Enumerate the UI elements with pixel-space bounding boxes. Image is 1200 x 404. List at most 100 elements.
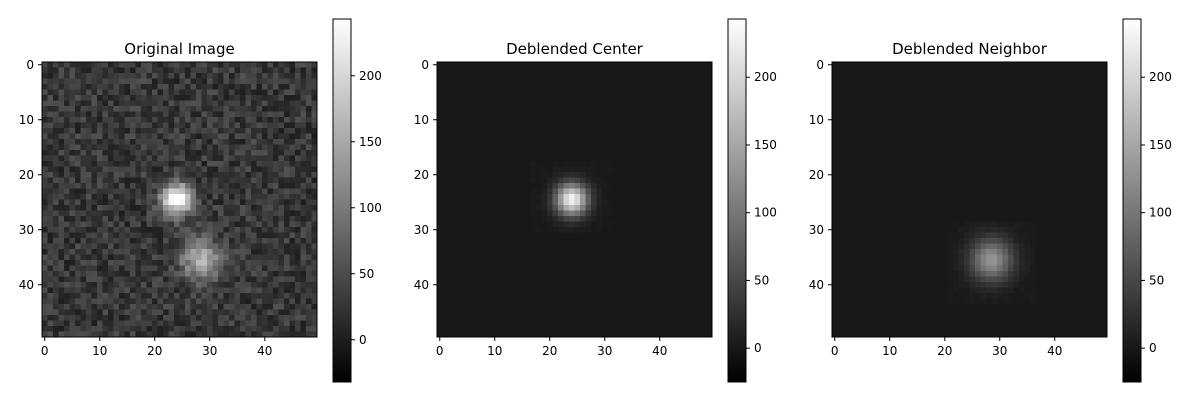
pixel bbox=[114, 244, 120, 250]
pixel bbox=[635, 178, 641, 184]
pixel bbox=[191, 134, 197, 140]
pixel bbox=[465, 156, 471, 162]
pixel bbox=[196, 150, 202, 156]
pixel bbox=[470, 112, 476, 118]
pixel bbox=[229, 222, 235, 228]
pixel bbox=[668, 194, 674, 200]
pixel bbox=[613, 90, 619, 96]
pixel bbox=[59, 156, 65, 162]
pixel bbox=[542, 205, 548, 211]
pixel bbox=[290, 128, 296, 134]
pixel bbox=[130, 299, 136, 305]
pixel bbox=[103, 288, 109, 294]
pixel bbox=[75, 117, 81, 123]
pixel bbox=[64, 189, 70, 195]
pixel bbox=[542, 260, 548, 266]
pixel bbox=[81, 95, 87, 101]
pixel bbox=[498, 326, 504, 332]
pixel bbox=[503, 315, 509, 321]
pixel bbox=[229, 299, 235, 305]
pixel bbox=[257, 277, 263, 283]
pixel bbox=[158, 216, 164, 222]
pixel bbox=[257, 222, 263, 228]
pixel bbox=[262, 183, 268, 189]
pixel bbox=[202, 90, 208, 96]
pixel bbox=[443, 106, 449, 112]
pixel bbox=[257, 128, 263, 134]
pixel bbox=[191, 315, 197, 321]
pixel bbox=[119, 293, 125, 299]
pixel bbox=[690, 73, 696, 79]
pixel bbox=[262, 90, 268, 96]
pixel bbox=[268, 84, 274, 90]
pixel bbox=[696, 101, 702, 107]
pixel bbox=[290, 205, 296, 211]
pixel bbox=[180, 200, 186, 206]
pixel bbox=[290, 150, 296, 156]
pixel bbox=[542, 167, 548, 173]
pixel bbox=[48, 112, 54, 118]
pixel bbox=[246, 68, 252, 74]
pixel bbox=[514, 189, 520, 195]
pixel bbox=[70, 260, 76, 266]
pixel bbox=[597, 255, 603, 261]
pixel bbox=[608, 112, 614, 118]
pixel bbox=[652, 310, 658, 316]
pixel bbox=[448, 194, 454, 200]
pixel bbox=[679, 260, 685, 266]
pixel bbox=[503, 310, 509, 316]
pixel bbox=[448, 84, 454, 90]
pixel bbox=[268, 249, 274, 255]
pixel bbox=[147, 161, 153, 167]
pixel bbox=[690, 194, 696, 200]
pixel bbox=[224, 112, 230, 118]
pixel bbox=[437, 145, 443, 151]
pixel bbox=[229, 101, 235, 107]
pixel bbox=[547, 222, 553, 228]
pixel bbox=[174, 172, 180, 178]
pixel bbox=[553, 106, 559, 112]
pixel bbox=[48, 321, 54, 327]
pixel bbox=[498, 101, 504, 107]
pixel bbox=[525, 150, 531, 156]
pixel bbox=[470, 315, 476, 321]
pixel bbox=[273, 167, 279, 173]
pixel bbox=[42, 326, 48, 332]
pixel bbox=[465, 266, 471, 272]
pixel bbox=[624, 128, 630, 134]
pixel bbox=[635, 134, 641, 140]
pixel bbox=[284, 178, 290, 184]
pixel bbox=[130, 194, 136, 200]
pixel bbox=[174, 299, 180, 305]
pixel bbox=[503, 73, 509, 79]
pixel bbox=[290, 277, 296, 283]
pixel bbox=[158, 244, 164, 250]
pixel bbox=[542, 315, 548, 321]
pixel bbox=[520, 233, 526, 239]
pixel bbox=[674, 255, 680, 261]
pixel bbox=[503, 150, 509, 156]
pixel bbox=[542, 299, 548, 305]
pixel bbox=[685, 194, 691, 200]
pixel bbox=[202, 112, 208, 118]
pixel bbox=[174, 200, 180, 206]
pixel bbox=[465, 222, 471, 228]
pixel bbox=[158, 117, 164, 123]
pixel bbox=[48, 205, 54, 211]
pixel bbox=[613, 321, 619, 327]
pixel bbox=[591, 299, 597, 305]
pixel bbox=[569, 73, 575, 79]
pixel bbox=[92, 84, 98, 90]
pixel bbox=[580, 288, 586, 294]
pixel bbox=[42, 167, 48, 173]
pixel bbox=[158, 167, 164, 173]
pixel bbox=[262, 117, 268, 123]
pixel bbox=[481, 172, 487, 178]
pixel bbox=[251, 238, 257, 244]
pixel bbox=[295, 150, 301, 156]
pixel bbox=[487, 205, 493, 211]
pixel bbox=[207, 172, 213, 178]
pixel bbox=[448, 277, 454, 283]
pixel bbox=[696, 222, 702, 228]
